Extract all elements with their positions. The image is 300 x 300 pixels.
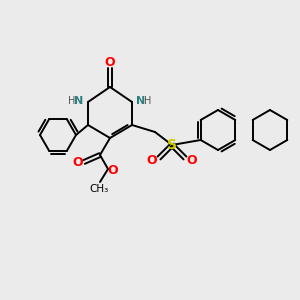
Text: O: O [105, 56, 115, 68]
Text: N: N [136, 96, 146, 106]
Text: N: N [74, 96, 84, 106]
Text: H: H [68, 96, 76, 106]
Text: O: O [73, 155, 83, 169]
Text: H: H [144, 96, 152, 106]
Text: CH₃: CH₃ [89, 184, 109, 194]
Text: O: O [147, 154, 157, 167]
Text: O: O [108, 164, 118, 176]
Text: O: O [187, 154, 197, 166]
Text: S: S [167, 138, 177, 152]
